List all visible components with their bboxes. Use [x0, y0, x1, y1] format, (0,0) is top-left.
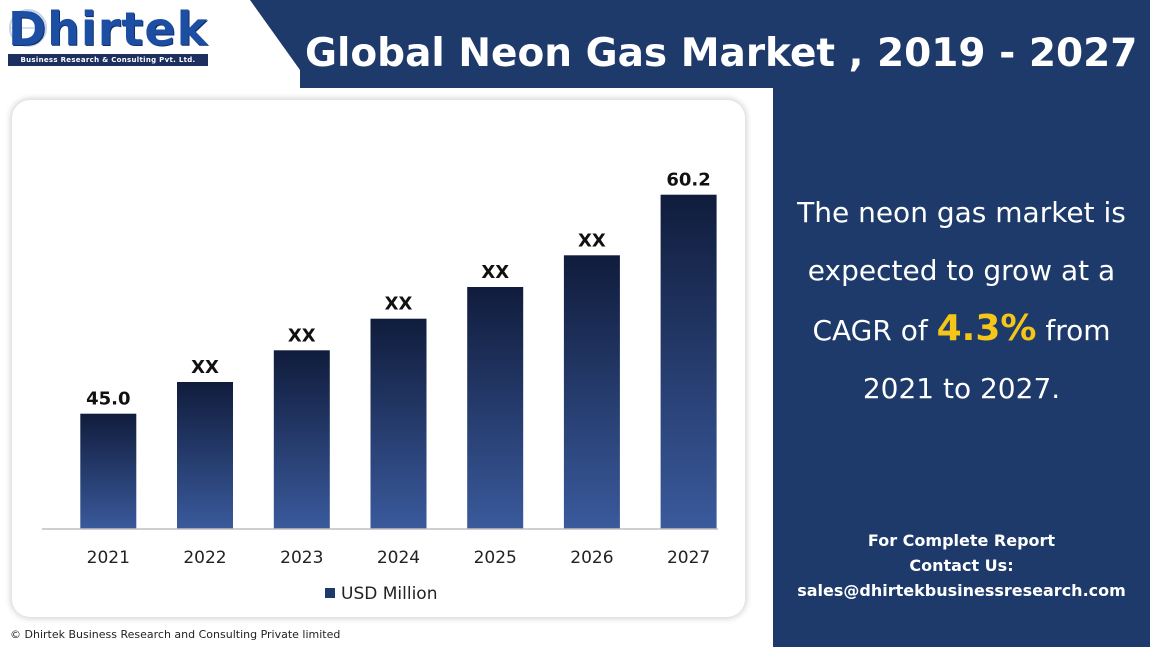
bar-2022 — [177, 382, 233, 529]
contact-subheading: Contact Us: — [909, 556, 1014, 575]
data-label-2027: 60.2 — [666, 170, 710, 191]
legend: USD Million — [325, 584, 437, 604]
bar-2027 — [660, 194, 717, 529]
data-label-2024: XX — [385, 294, 413, 315]
bar-2021 — [80, 413, 137, 529]
globe-icon — [9, 9, 47, 47]
contact-heading: For Complete Report — [867, 531, 1056, 550]
contact-block: For Complete Report Contact Us: sales@dh… — [773, 528, 1150, 603]
x-tick-label-2023: 2023 — [280, 548, 323, 568]
summary-line-3: CAGR of 4.3% from — [773, 300, 1150, 360]
legend-label: USD Million — [341, 584, 437, 604]
x-tick-label-2027: 2027 — [667, 548, 710, 568]
contact-email[interactable]: sales@dhirtekbusinessresearch.com — [797, 581, 1126, 600]
x-tick-label-2021: 2021 — [87, 548, 130, 568]
copyright-notice: © Dhirtek Business Research and Consulti… — [10, 628, 341, 641]
summary-line-2: expected to grow at a — [807, 254, 1116, 287]
chart-card: 45.0 2021 XX 2022 XX 2023 XX 2024 XX 2025 XX 2026 60… — [12, 100, 745, 617]
summary-line-1: The neon gas market is — [797, 196, 1126, 229]
data-label-2021: 45.0 — [86, 389, 130, 410]
x-tick-label-2024: 2024 — [377, 548, 420, 568]
legend-swatch — [325, 588, 335, 598]
bar-2024 — [370, 318, 427, 529]
summary-line-4: 2021 to 2027. — [862, 372, 1061, 405]
x-tick-label-2025: 2025 — [474, 548, 517, 568]
cagr-value: 4.3% — [936, 308, 1037, 349]
summary-panel: The neon gas market is expected to grow … — [773, 88, 1150, 647]
bar-2026 — [563, 255, 620, 530]
cagr-summary: The neon gas market is expected to grow … — [773, 184, 1150, 418]
bar-2025 — [467, 287, 524, 529]
company-logo: Dhirtek — [8, 2, 209, 56]
bar-chart: 45.0 2021 XX 2022 XX 2023 XX 2024 XX 2025 XX 2026 60… — [42, 170, 718, 604]
logo-tagline: Business Research & Consulting Pvt. Ltd. — [8, 54, 208, 66]
bar-2023 — [273, 350, 330, 529]
data-label-2022: XX — [191, 357, 219, 378]
logo-panel: Dhirtek Business Research & Consulting P… — [0, 0, 300, 88]
x-tick-label-2022: 2022 — [183, 548, 226, 568]
summary-cagr-suffix: from — [1045, 314, 1111, 347]
data-label-2026: XX — [578, 230, 606, 251]
data-label-2025: XX — [481, 262, 509, 283]
summary-cagr-prefix: CAGR of — [812, 314, 928, 347]
data-label-2023: XX — [288, 325, 316, 346]
page-title: Global Neon Gas Market , 2019 - 2027 — [305, 31, 1138, 76]
x-tick-label-2026: 2026 — [570, 548, 613, 568]
